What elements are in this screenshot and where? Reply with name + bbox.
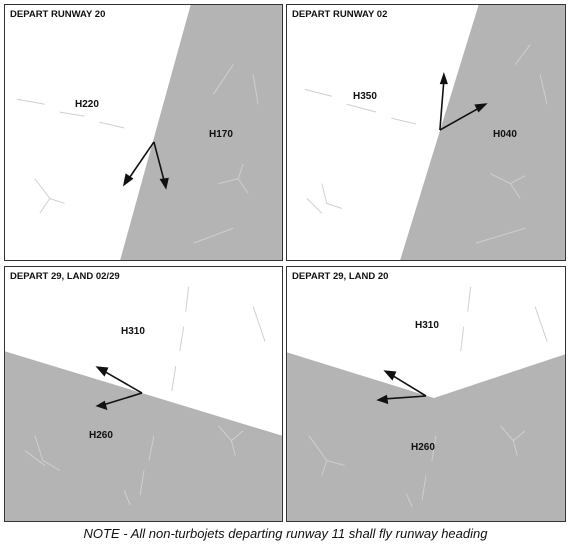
- heading-label-h260: H260: [89, 430, 113, 441]
- shaded-area: [287, 352, 565, 521]
- shaded-area: [120, 5, 282, 260]
- map-texture: [304, 44, 548, 244]
- departure-arrows: [376, 370, 427, 405]
- panel-depart-runway-02: DEPART RUNWAY 02 H350 H040: [286, 4, 566, 261]
- shaded-area: [400, 5, 565, 260]
- map-texture: [24, 286, 266, 506]
- panel-2-graphic: [304, 5, 565, 260]
- heading-label-h170: H170: [209, 129, 233, 140]
- panel-depart-29-land-02-29: DEPART 29, LAND 02/29 H310 H260: [4, 266, 283, 522]
- panel-title: DEPART 29, LAND 02/29: [10, 271, 120, 282]
- heading-label-h220: H220: [75, 99, 99, 110]
- panel-title: DEPART RUNWAY 02: [292, 9, 388, 20]
- panel-3-graphic: [5, 286, 282, 521]
- departure-arrows: [122, 141, 169, 190]
- panel-title: DEPART RUNWAY 20: [10, 9, 106, 20]
- heading-label-h310: H310: [415, 320, 439, 331]
- panel-1-graphic: [16, 5, 282, 260]
- map-texture: [16, 64, 259, 244]
- heading-label-h310: H310: [121, 326, 145, 337]
- panel-4-graphic: [287, 286, 565, 521]
- footnote: NOTE - All non-turbojets departing runwa…: [83, 526, 488, 541]
- heading-label-h040: H040: [493, 129, 517, 140]
- heading-label-h350: H350: [353, 91, 377, 102]
- departure-arrows: [95, 366, 143, 411]
- heading-label-h260: H260: [411, 442, 435, 453]
- departure-arrows: [439, 71, 488, 131]
- panel-title: DEPART 29, LAND 20: [292, 271, 389, 282]
- panel-depart-29-land-20: DEPART 29, LAND 20 H310 H260: [286, 266, 566, 522]
- panel-depart-runway-20: DEPART RUNWAY 20 H220 H170: [4, 4, 283, 261]
- shaded-area: [5, 351, 282, 521]
- map-texture: [308, 286, 548, 508]
